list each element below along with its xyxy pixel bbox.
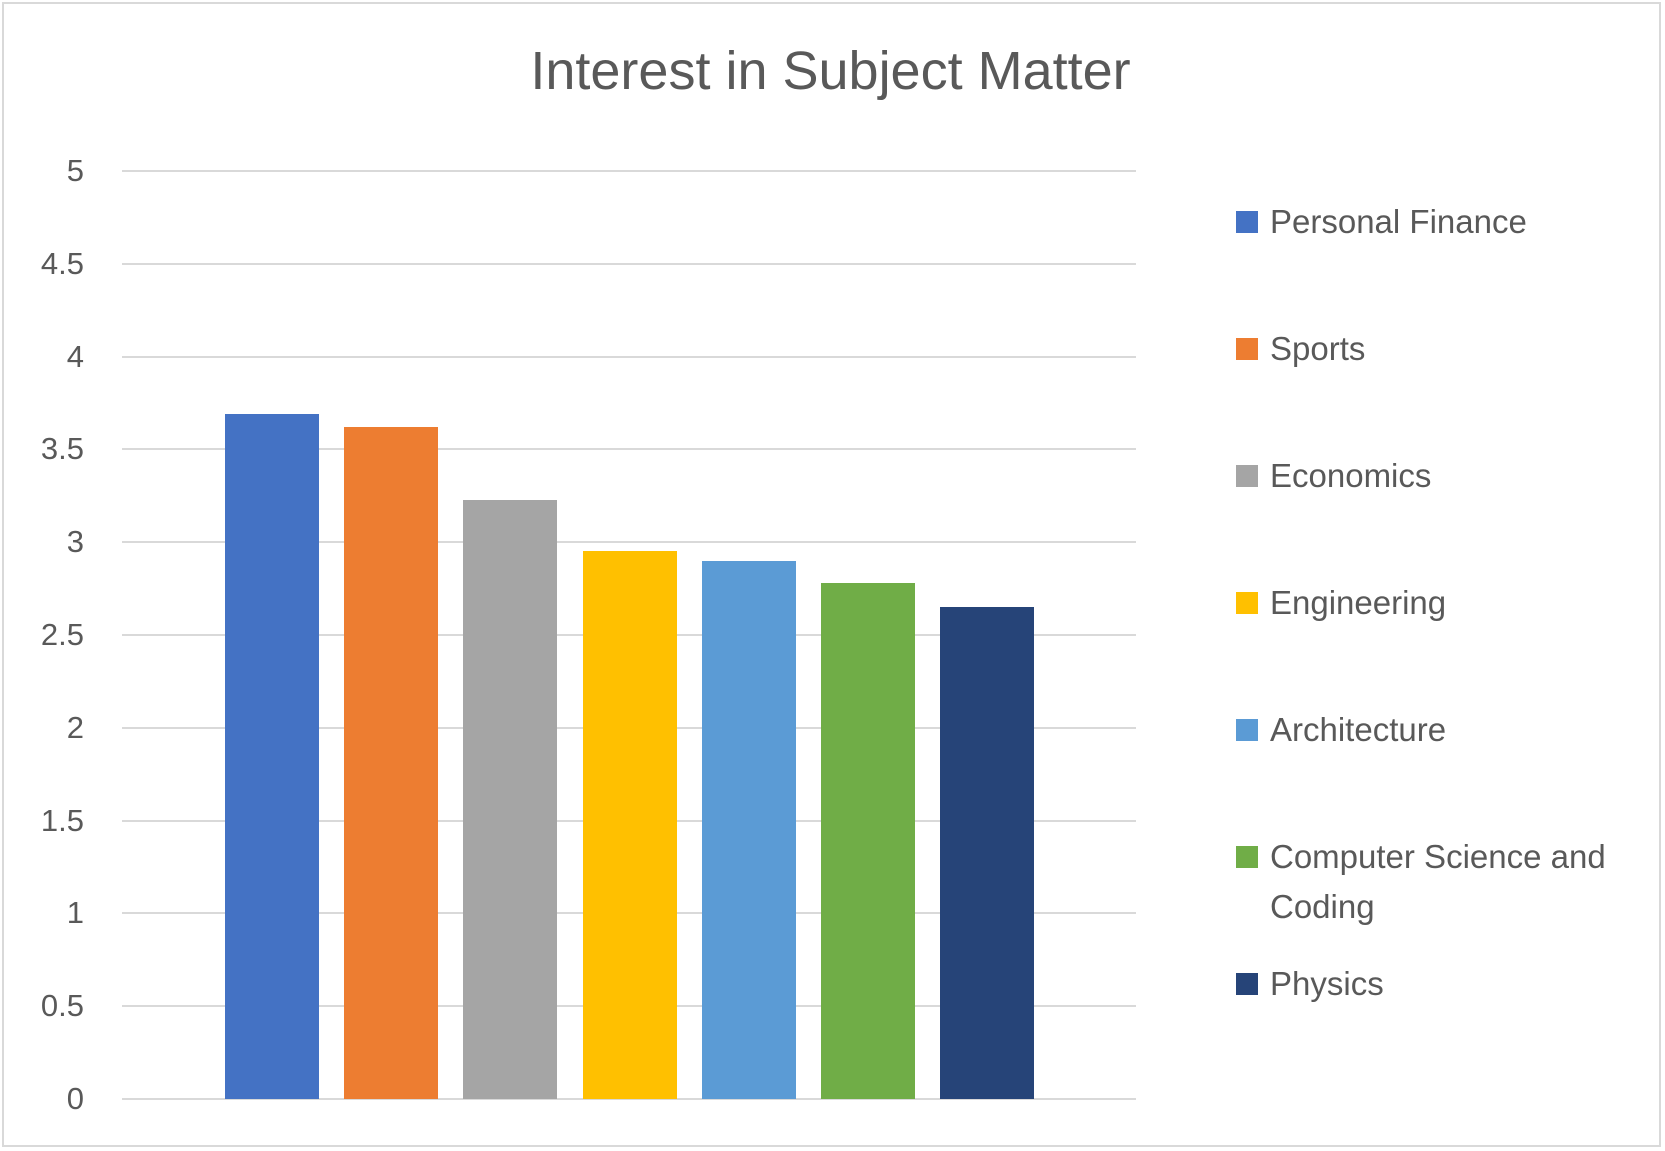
legend-label: Economics — [1270, 457, 1432, 494]
bar-engineering — [582, 551, 677, 1099]
legend-marker-icon — [1236, 338, 1258, 360]
legend-marker-icon — [1236, 211, 1258, 233]
y-tick-label: 1.5 — [40, 802, 84, 838]
legend-label: Personal Finance — [1270, 203, 1527, 240]
y-tick-label: 2.5 — [40, 617, 84, 652]
bar-computer-science-and-coding — [821, 583, 915, 1099]
legend-label: Architecture — [1270, 711, 1447, 748]
bar-architecture — [701, 560, 796, 1099]
legend-marker-icon — [1236, 719, 1258, 741]
legend-marker-icon — [1236, 846, 1258, 868]
gridline — [122, 262, 1136, 265]
bar-personal-finance — [225, 414, 319, 1099]
gridline — [122, 541, 1136, 544]
bar-economics — [463, 499, 558, 1099]
gridline — [122, 448, 1136, 451]
gridline — [122, 1098, 1136, 1100]
y-tick-label: 0.5 — [40, 988, 84, 1024]
bar-sports — [344, 427, 439, 1099]
y-tick-label: 4.5 — [40, 245, 84, 281]
plot-area — [122, 170, 1136, 1100]
y-tick-label: 5 — [66, 153, 84, 188]
gridline — [122, 170, 1136, 172]
legend-marker-icon — [1236, 973, 1258, 995]
gridline — [122, 355, 1136, 358]
y-tick-label: 4 — [66, 338, 84, 374]
legend-label: Engineering — [1270, 584, 1447, 621]
y-tick-label: 3 — [66, 524, 84, 560]
legend-label: Sports — [1270, 330, 1366, 367]
y-tick-label: 0 — [66, 1081, 84, 1116]
y-tick-label: 2 — [66, 709, 84, 745]
legend-label-line2: Coding — [1270, 888, 1375, 925]
legend-marker-icon — [1236, 465, 1258, 487]
legend-marker-icon — [1236, 592, 1258, 614]
legend-label: Computer Science and — [1270, 838, 1606, 875]
legend-label: Physics — [1270, 965, 1384, 1002]
bar-physics — [940, 607, 1035, 1099]
y-tick-label: 3.5 — [40, 431, 84, 467]
y-tick-label: 1 — [66, 895, 84, 931]
chart-title: Interest in Subject Matter — [0, 40, 1665, 102]
chart-title-text: Interest in Subject Matter — [530, 41, 1131, 101]
